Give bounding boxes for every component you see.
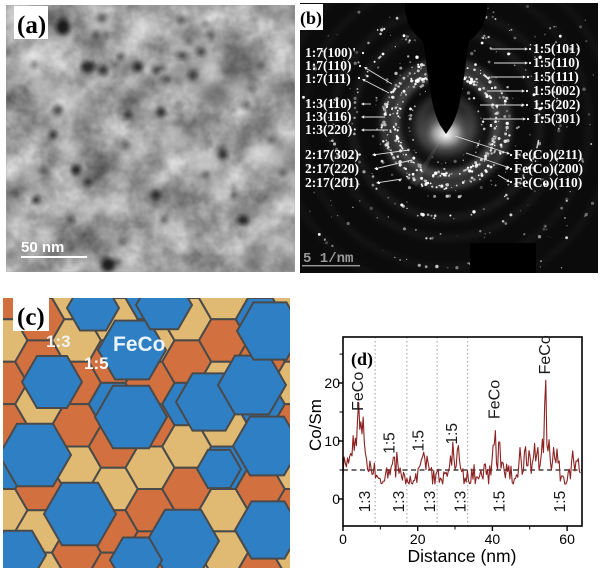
svg-text:FeCo: FeCo [537, 335, 554, 374]
svg-text:1:5(301): 1:5(301) [533, 111, 580, 126]
svg-text:20: 20 [324, 375, 340, 391]
svg-text:1:5(202): 1:5(202) [533, 97, 580, 112]
svg-text:1:5: 1:5 [84, 354, 109, 373]
svg-text:2:17(201): 2:17(201) [305, 175, 359, 190]
svg-text:1:7(111): 1:7(111) [305, 71, 351, 86]
svg-text:1:3(110): 1:3(110) [305, 96, 352, 111]
svg-text:Fe(Co)(110): Fe(Co)(110) [514, 175, 582, 190]
svg-text:Co/Sm: Co/Sm [306, 399, 325, 451]
svg-text:Fe(Co)(200): Fe(Co)(200) [514, 161, 583, 176]
svg-text:1:5(111): 1:5(111) [533, 69, 579, 84]
svg-text:Fe(Co)(211): Fe(Co)(211) [514, 147, 582, 162]
svg-text:FeCo: FeCo [350, 372, 367, 411]
svg-text:10: 10 [324, 433, 340, 449]
svg-text:1:3: 1:3 [422, 491, 439, 513]
svg-text:FeCo: FeCo [487, 380, 504, 419]
svg-text:Distance (nm): Distance (nm) [408, 546, 517, 566]
svg-text:1:5: 1:5 [552, 491, 569, 513]
svg-text:1:5: 1:5 [444, 423, 461, 445]
svg-text:0: 0 [332, 491, 340, 507]
svg-text:50 nm: 50 nm [21, 239, 64, 256]
svg-text:2:17(302): 2:17(302) [305, 147, 359, 162]
svg-text:1:5(002): 1:5(002) [533, 83, 580, 98]
svg-text:40: 40 [485, 531, 501, 547]
svg-text:(a): (a) [17, 12, 46, 39]
svg-text:(d): (d) [351, 349, 373, 370]
svg-text:1:5(110): 1:5(110) [533, 55, 580, 70]
svg-text:1:7(100)': 1:7(100)' [305, 45, 356, 60]
svg-text:1:3: 1:3 [391, 491, 408, 513]
svg-text:1:5: 1:5 [382, 432, 399, 454]
svg-text:1:3: 1:3 [357, 491, 374, 513]
svg-text:2:17(220): 2:17(220) [305, 161, 359, 176]
svg-text:60: 60 [559, 531, 575, 547]
svg-text:1:5(101): 1:5(101) [533, 41, 580, 56]
svg-text:1:3(220): 1:3(220) [305, 122, 352, 137]
svg-text:1:3: 1:3 [46, 332, 71, 351]
svg-text:1:3(116): 1:3(116) [305, 109, 352, 124]
svg-text:1:3: 1:3 [453, 491, 470, 513]
svg-text:1:5: 1:5 [411, 430, 428, 452]
svg-text:5 1/nm: 5 1/nm [303, 251, 353, 267]
svg-text:(c): (c) [17, 304, 45, 331]
svg-text:1:5: 1:5 [491, 491, 508, 513]
svg-text:1:7(110): 1:7(110) [305, 58, 352, 73]
svg-text:FeCo: FeCo [113, 333, 166, 356]
svg-text:20: 20 [410, 531, 426, 547]
svg-text:(b): (b) [300, 8, 322, 29]
svg-text:0: 0 [339, 531, 347, 547]
